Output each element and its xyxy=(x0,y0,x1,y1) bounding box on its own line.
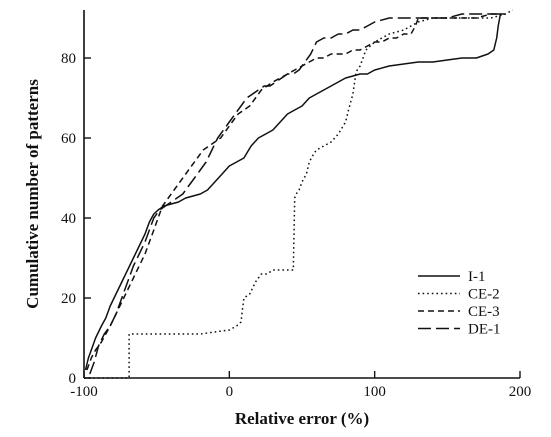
y-tick-label: 0 xyxy=(69,371,77,387)
y-axis-ticks: 0 20 40 60 80 xyxy=(61,51,91,387)
legend-label-ce-3: CE-3 xyxy=(468,304,500,320)
legend-label-de-1: DE-1 xyxy=(468,322,501,338)
x-tick-label: 200 xyxy=(509,384,532,400)
series-line-ce-3 xyxy=(86,13,506,371)
series-line-i-1 xyxy=(84,13,502,371)
y-tick-label: 40 xyxy=(61,211,76,227)
legend-label-i-1: I-1 xyxy=(468,269,486,285)
legend: I-1 CE-2CE-3 DE-1 xyxy=(418,269,501,338)
y-tick-label: 60 xyxy=(61,131,76,147)
x-axis-ticks: -100 0 100 200 xyxy=(70,371,531,400)
x-axis-title: Relative error (%) xyxy=(235,409,369,428)
x-tick-label: 100 xyxy=(363,384,386,400)
legend-label-ce-2: CE-2 xyxy=(468,287,500,303)
x-tick-label: 0 xyxy=(226,384,234,400)
series-layer xyxy=(84,9,514,379)
x-tick-label: -100 xyxy=(70,384,98,400)
y-tick-label: 20 xyxy=(61,291,76,307)
y-tick-label: 80 xyxy=(61,51,76,67)
series-line-ce-2 xyxy=(84,9,514,379)
y-axis-title: Cumulative number of patterns xyxy=(23,79,42,309)
plot-area xyxy=(83,10,520,379)
series-line-de-1 xyxy=(89,13,506,375)
